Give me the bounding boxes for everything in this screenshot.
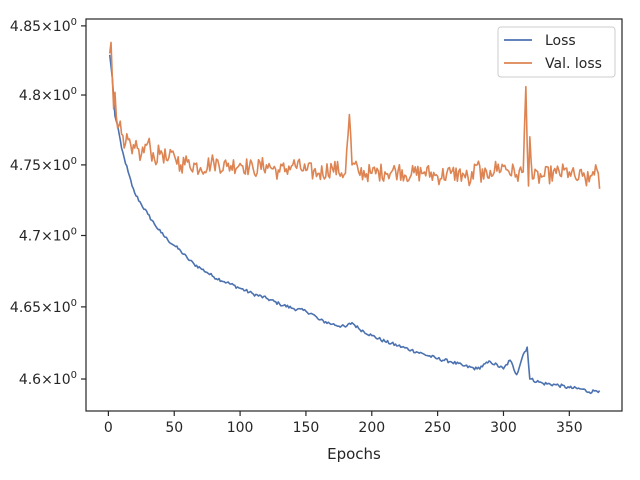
x-tick-label: 150 xyxy=(293,420,320,436)
y-tick-label: 4.65×100 xyxy=(10,298,77,316)
y-tick-label: 4.85×100 xyxy=(10,17,77,35)
series-layer xyxy=(108,41,601,395)
legend-label-0: Loss xyxy=(545,33,576,49)
y-tick-label: 4.7×100 xyxy=(19,227,77,245)
x-axis: 0 50 100 150 200 250 300 350 xyxy=(104,411,583,436)
y-tick-label: 4.8×100 xyxy=(19,86,77,104)
x-tick-label: 200 xyxy=(358,420,385,436)
x-tick-label: 350 xyxy=(556,420,583,436)
x-tick-label: 100 xyxy=(227,420,254,436)
y-tick-label: 4.6×100 xyxy=(19,370,77,388)
x-tick-label: 0 xyxy=(104,420,113,436)
plot-frame xyxy=(85,18,623,412)
x-tick-label: 50 xyxy=(165,420,183,436)
x-axis-label: Epochs xyxy=(327,445,381,463)
x-tick-label: 250 xyxy=(424,420,451,436)
legend-label-1: Val. loss xyxy=(545,56,602,72)
y-axis: 4.6×100 4.65×100 4.7×100 4.75×100 4.8×100 4.8… xyxy=(10,17,86,388)
series-line-1 xyxy=(108,41,601,189)
x-tick-label: 300 xyxy=(490,420,517,436)
legend: Loss Val. loss xyxy=(497,26,616,78)
series-line-0 xyxy=(108,54,601,395)
y-tick-label: 4.75×100 xyxy=(10,156,77,174)
